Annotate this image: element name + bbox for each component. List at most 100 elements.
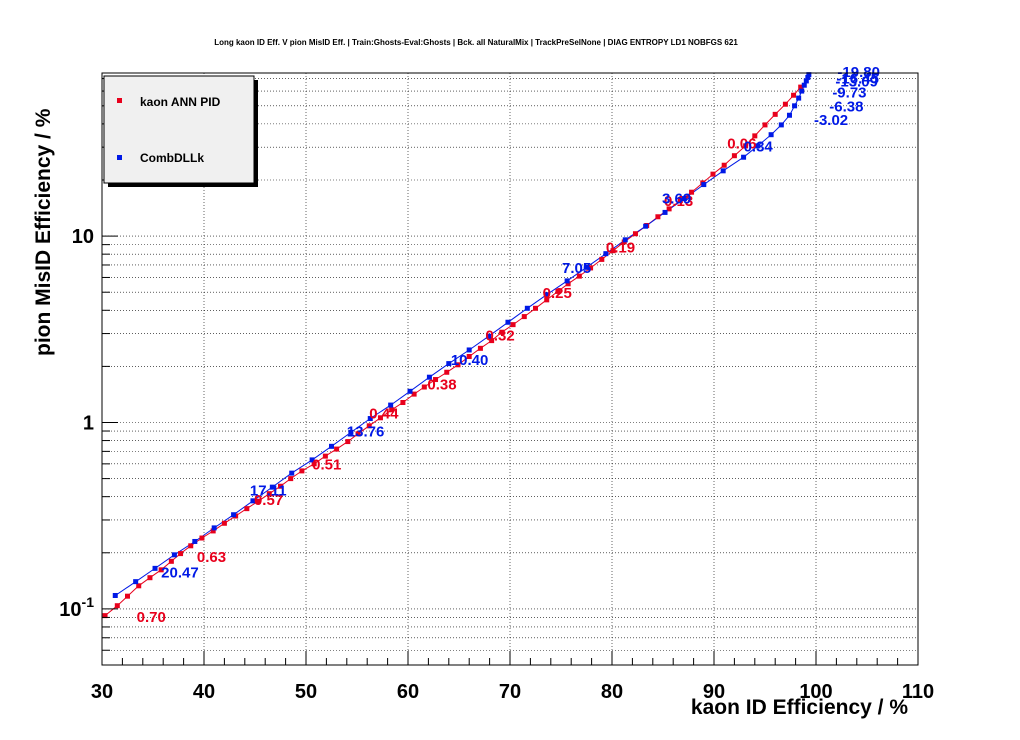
data-point-kaon-ann-pid xyxy=(389,407,395,413)
data-point-kaon-ann-pid xyxy=(158,567,164,573)
data-point-kaon-ann-pid xyxy=(731,153,737,159)
data-point-combdllk xyxy=(803,78,809,84)
data-point-kaon-ann-pid xyxy=(565,281,571,287)
data-point-kaon-ann-pid xyxy=(178,551,184,557)
x-tick-label: 30 xyxy=(91,681,113,703)
legend-label-combdllk: CombDLLk xyxy=(140,151,204,165)
data-point-combdllk xyxy=(564,278,570,284)
y-axis-title: pion MisID Efficiency / % xyxy=(32,108,55,356)
data-point-kaon-ann-pid xyxy=(421,384,427,390)
data-point-combdllk xyxy=(446,361,452,367)
x-tick-label: 90 xyxy=(703,681,725,703)
data-point-kaon-ann-pid xyxy=(632,231,638,237)
point-label-kaon-ann-pid: 0.25 xyxy=(543,285,572,302)
data-point-kaon-ann-pid xyxy=(322,453,328,459)
data-point-kaon-ann-pid xyxy=(244,506,250,512)
data-point-kaon-ann-pid xyxy=(147,575,153,581)
data-point-kaon-ann-pid xyxy=(255,498,261,504)
data-point-kaon-ann-pid xyxy=(221,520,227,526)
data-point-kaon-ann-pid xyxy=(762,122,768,128)
data-point-combdllk xyxy=(329,443,334,449)
point-label-combdllk: -19.80 xyxy=(837,64,880,81)
data-point-combdllk xyxy=(250,498,256,504)
data-point-kaon-ann-pid xyxy=(544,297,550,303)
data-point-kaon-ann-pid xyxy=(791,92,797,98)
point-label-combdllk: 17.11 xyxy=(250,483,287,500)
x-tick-label: 60 xyxy=(397,681,419,703)
point-label-kaon-ann-pid: 0.32 xyxy=(486,328,515,345)
legend-label-kaon-ann-pid: kaon ANN PID xyxy=(140,95,221,109)
series-markers xyxy=(102,72,812,619)
data-point-kaon-ann-pid xyxy=(489,338,495,344)
y-tick-label: 10-1 xyxy=(59,594,94,621)
data-point-combdllk xyxy=(701,182,707,188)
data-point-kaon-ann-pid xyxy=(510,322,516,328)
data-point-combdllk xyxy=(112,592,118,598)
data-point-combdllk xyxy=(289,470,295,476)
data-point-combdllk xyxy=(407,388,413,394)
point-label-combdllk: 7.05 xyxy=(562,260,591,277)
data-point-kaon-ann-pid xyxy=(444,369,450,375)
data-point-kaon-ann-pid xyxy=(588,265,594,271)
data-point-combdllk xyxy=(755,143,761,149)
data-point-combdllk xyxy=(171,552,177,558)
data-point-combdllk xyxy=(544,292,550,298)
point-label-kaon-ann-pid: 0.70 xyxy=(137,609,166,626)
data-point-combdllk xyxy=(796,95,802,101)
data-point-kaon-ann-pid xyxy=(666,206,672,212)
x-tick-label: 110 xyxy=(902,681,934,703)
data-point-kaon-ann-pid xyxy=(743,143,749,149)
x-tick-label: 70 xyxy=(499,681,521,703)
point-label-combdllk: -16.45 xyxy=(836,70,879,87)
data-point-combdllk xyxy=(806,72,812,78)
point-label-combdllk: 0.34 xyxy=(744,139,774,156)
data-point-kaon-ann-pid xyxy=(533,305,538,311)
data-point-kaon-ann-pid xyxy=(377,415,383,421)
point-label-kaon-ann-pid: 0.38 xyxy=(427,377,456,394)
data-point-kaon-ann-pid xyxy=(798,84,804,90)
data-point-kaon-ann-pid xyxy=(655,214,661,220)
data-point-combdllk xyxy=(720,168,726,174)
data-point-kaon-ann-pid xyxy=(455,362,461,368)
x-tick-label: 80 xyxy=(601,681,623,703)
point-label-kaon-ann-pid: 0.63 xyxy=(197,549,226,566)
data-point-combdllk xyxy=(348,429,354,435)
data-point-combdllk xyxy=(367,416,373,422)
data-point-kaon-ann-pid xyxy=(210,528,216,534)
data-point-combdllk xyxy=(231,512,237,518)
data-point-kaon-ann-pid xyxy=(721,162,727,168)
data-point-combdllk xyxy=(505,319,511,325)
point-label-kaon-ann-pid: 0.44 xyxy=(369,406,399,423)
data-point-combdllk xyxy=(133,579,139,585)
legend-marker-combdllk xyxy=(117,155,122,160)
y-tick-label: 1 xyxy=(83,412,94,434)
data-point-combdllk xyxy=(741,154,747,160)
data-point-kaon-ann-pid xyxy=(199,535,205,541)
legend: kaon ANN PID CombDLLk xyxy=(103,75,258,187)
point-label-combdllk: -3.02 xyxy=(814,112,848,129)
data-point-kaon-ann-pid xyxy=(168,558,174,564)
data-point-kaon-ann-pid xyxy=(102,613,108,619)
data-point-combdllk xyxy=(152,565,158,571)
data-point-kaon-ann-pid xyxy=(334,446,340,452)
data-point-kaon-ann-pid xyxy=(677,198,683,204)
point-label-kaon-ann-pid: 0.57 xyxy=(254,492,283,509)
data-point-combdllk xyxy=(643,223,649,229)
data-point-kaon-ann-pid xyxy=(499,329,505,335)
data-point-kaon-ann-pid xyxy=(411,391,417,397)
data-point-kaon-ann-pid xyxy=(188,543,194,549)
point-label-kaon-ann-pid: 0.51 xyxy=(312,456,341,473)
data-point-combdllk xyxy=(662,209,668,215)
point-label-combdllk: -13.09 xyxy=(835,73,878,90)
data-point-kaon-ann-pid xyxy=(782,101,788,107)
data-point-combdllk xyxy=(192,538,198,544)
data-point-kaon-ann-pid xyxy=(610,248,616,254)
data-point-kaon-ann-pid xyxy=(366,423,372,429)
legend-box xyxy=(103,75,255,184)
data-point-combdllk xyxy=(269,484,275,490)
series-annotations: 0.70 0.63 0.57 0.51 0.44 0.38 0.32 0.25 0.19 0.13… xyxy=(137,64,880,626)
data-point-kaon-ann-pid xyxy=(125,593,130,599)
point-label-combdllk: -6.38 xyxy=(829,99,863,116)
data-point-combdllk xyxy=(778,122,784,128)
data-point-combdllk xyxy=(388,402,394,408)
